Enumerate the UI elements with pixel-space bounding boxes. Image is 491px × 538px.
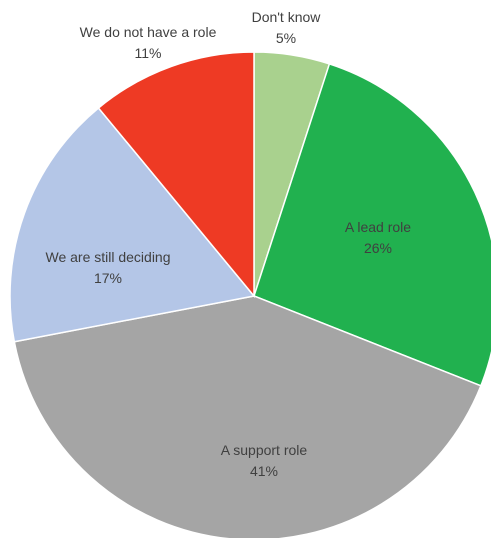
slice-label-a-lead-role: A lead role <box>345 219 411 235</box>
slice-label-we-are-still-deciding: We are still deciding <box>45 249 170 265</box>
slice-value-label-a-lead-role: 26% <box>364 240 392 256</box>
slice-value-label-a-support-role: 41% <box>250 463 278 479</box>
pie-slice-a-support-role <box>13 295 482 538</box>
pie-slice-we-do-not-have-a-role <box>97 51 255 299</box>
slice-label-a-support-role: A support role <box>221 442 308 458</box>
label-group: Don't know 5% A lead role 26% A support role… <box>45 9 411 479</box>
slice-group <box>9 51 491 538</box>
slice-value-label-don-t-know: 5% <box>276 30 296 46</box>
pie-slice-we-are-still-deciding <box>9 106 256 343</box>
pie-slice-a-lead-role <box>253 62 491 387</box>
slice-label-we-do-not-have-a-role: We do not have a role <box>80 24 217 40</box>
slice-value-label-we-do-not-have-a-role: 11% <box>135 45 162 61</box>
slice-label-don-t-know: Don't know <box>252 9 322 25</box>
slice-value-label-we-are-still-deciding: 17% <box>94 270 122 286</box>
